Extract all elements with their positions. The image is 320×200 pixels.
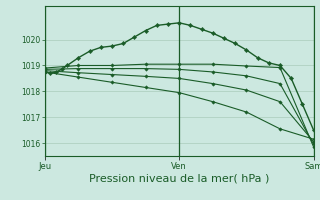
X-axis label: Pression niveau de la mer( hPa ): Pression niveau de la mer( hPa ) — [89, 173, 269, 183]
